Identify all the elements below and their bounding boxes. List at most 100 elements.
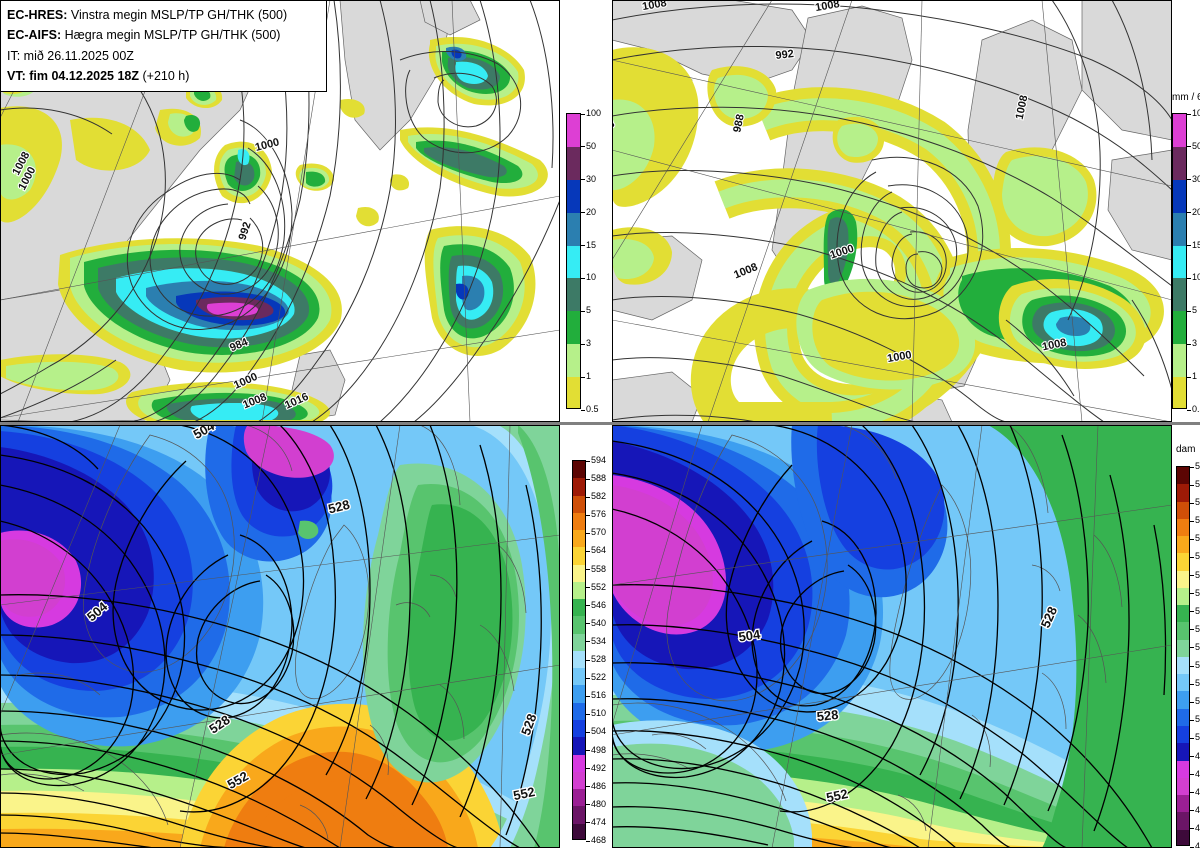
- colorbar-units-label: dam: [1176, 444, 1196, 455]
- colorbar-tick-label: 582: [585, 491, 607, 502]
- colorbar-swatch: [567, 179, 580, 213]
- colorbar-tick-label: 468: [1189, 842, 1200, 848]
- colorbar-swatch: [573, 547, 585, 565]
- colorbar-swatch: [573, 616, 585, 634]
- colorbar-strip: [1172, 113, 1187, 409]
- colorbar-tick-label: 10: [580, 272, 597, 283]
- colorbar-tick-label: 474: [585, 816, 607, 827]
- colorbar-tick-label: 576: [1189, 516, 1200, 525]
- colorbar-swatch: [1173, 377, 1186, 408]
- colorbar-tick-label: 498: [585, 744, 607, 755]
- colorbar-swatch: [573, 495, 585, 513]
- colorbar-swatch: [567, 245, 580, 279]
- colorbar-tick-label: 1: [580, 371, 592, 382]
- colorbar-tick-label: 516: [1189, 697, 1200, 706]
- colorbar-swatch: [1173, 344, 1186, 377]
- panel-bottom-right-aifs-gh-thk[interactable]: 504 528 552 528: [612, 425, 1172, 848]
- contour-label: 552: [512, 784, 536, 803]
- colorbar-swatch: [573, 530, 585, 548]
- colorbar-swatch: [573, 823, 585, 839]
- colorbar-tick-label: 0.5: [581, 404, 599, 414]
- colorbar-tick-label: 546: [1189, 606, 1200, 616]
- colorbar-tick-label: 492: [585, 762, 607, 773]
- colorbar-tick-label: 522: [1189, 679, 1200, 688]
- colorbar-swatch: [573, 512, 585, 531]
- legend-vt-label: VT: fim 04.12.2025 18Z: [7, 68, 140, 83]
- colorbar-tick-label: 552: [1189, 588, 1200, 598]
- colorbar-tick-label: 594: [1189, 462, 1200, 471]
- colorbar-swatch: [573, 478, 585, 496]
- colorbar-swatch: [1177, 518, 1189, 537]
- colorbar-tick-label: 510: [585, 708, 607, 719]
- colorbar-swatch: [1173, 146, 1186, 180]
- colorbar-swatch: [1177, 674, 1189, 692]
- colorbar-swatch: [573, 581, 585, 600]
- colorbar-tick-label: 0.5: [1187, 405, 1200, 414]
- colorbar-tick-label: 50: [1186, 141, 1200, 151]
- colorbar-precipitation-right[interactable]: mm / 6h 0.5 1 3 5 10 15 20 30 50 100: [1172, 90, 1200, 417]
- contour-label: 528: [327, 497, 352, 517]
- colorbar-tick-label: 534: [585, 635, 607, 646]
- contour-label: 528: [816, 707, 839, 724]
- colorbar-swatch: [1177, 760, 1189, 778]
- panel-top-right-aifs-mslp-tp[interactable]: 1008 1008 992 1008 988 1008 1000 1008 1000 1008: [612, 0, 1172, 422]
- contour-label: 1008: [612, 118, 616, 139]
- colorbar-swatch: [573, 650, 585, 669]
- colorbar-swatch: [567, 146, 580, 180]
- colorbar-swatch: [1177, 553, 1189, 571]
- colorbar-swatch: [567, 311, 580, 345]
- colorbar-tick-label: 504: [585, 726, 607, 737]
- colorbar-geopotential-right[interactable]: dam 468 474 480 486 492 498 504 510 516 522 528 534 5…: [1176, 440, 1200, 848]
- colorbar-geopotential-left[interactable]: 468 474 480 486 492 498 504 510 516 522 528 534 540 5…: [572, 450, 612, 846]
- colorbar-tick-label: 576: [585, 509, 607, 520]
- colorbar-tick-label: 468: [585, 835, 607, 845]
- colorbar-swatch: [1173, 245, 1186, 279]
- colorbar-units-label: mm / 6h: [1172, 92, 1200, 103]
- legend-line-init-time: IT: mið 26.11.2025 00Z: [7, 48, 134, 63]
- colorbar-swatch: [567, 278, 580, 312]
- colorbar-swatch: [573, 719, 585, 738]
- colorbar-tick-label: 546: [585, 599, 607, 610]
- colorbar-swatch: [1177, 639, 1189, 657]
- legend-line-valid-time: VT: fim 04.12.2025 18Z (+210 h): [7, 66, 320, 86]
- colorbar-swatch: [1177, 795, 1189, 813]
- colorbar-precipitation-left[interactable]: 0.5 1 3 5 10 15 20 30 50 100: [566, 105, 610, 417]
- colorbar-swatch: [1173, 311, 1186, 345]
- colorbar-swatch: [567, 114, 580, 147]
- colorbar-swatch: [1177, 467, 1189, 485]
- colorbar-swatch: [1177, 725, 1189, 744]
- colorbar-tick-label: 528: [585, 654, 607, 665]
- colorbar-strip: [572, 460, 586, 840]
- colorbar-swatch: [1177, 691, 1189, 709]
- colorbar-tick-label: 582: [1189, 498, 1200, 507]
- colorbar-swatch: [573, 685, 585, 703]
- colorbar-tick-label: 504: [1189, 733, 1200, 742]
- colorbar-swatch: [1177, 708, 1189, 726]
- colorbar-swatch: [573, 806, 585, 824]
- panel-bottom-left-hres-gh-thk[interactable]: 528 504 528 552 528 552 504: [0, 425, 560, 848]
- colorbar-tick-label: 510: [1189, 715, 1200, 724]
- contour-label: 988: [731, 113, 747, 133]
- legend-line-aifs: EC-AIFS: Hægra megin MSLP/TP GH/THK (500…: [7, 25, 320, 45]
- colorbar-swatch: [573, 668, 585, 686]
- colorbar-tick-label: 10: [1186, 273, 1200, 282]
- colorbar-swatch: [1177, 536, 1189, 554]
- colorbar-tick-label: 50: [580, 140, 597, 151]
- colorbar-swatch: [1177, 587, 1189, 606]
- contour-label: 992: [775, 48, 795, 62]
- colorbar-tick-label: 558: [1189, 570, 1200, 580]
- colorbar-tick-label: 492: [1189, 769, 1200, 779]
- colorbar-tick-label: 486: [585, 780, 607, 791]
- colorbar-swatch: [1177, 829, 1189, 845]
- colorbar-strip: [566, 113, 581, 409]
- colorbar-tick-label: 1: [1186, 371, 1198, 382]
- colorbar-swatch: [1177, 656, 1189, 675]
- colorbar-swatch: [567, 377, 580, 408]
- colorbar-swatch: [1177, 484, 1189, 502]
- colorbar-swatch: [573, 771, 585, 790]
- colorbar-swatch: [1173, 179, 1186, 213]
- column-separator-bottom: [560, 425, 612, 848]
- colorbar-swatch: [573, 599, 585, 617]
- colorbar-tick-label: 534: [1189, 642, 1200, 652]
